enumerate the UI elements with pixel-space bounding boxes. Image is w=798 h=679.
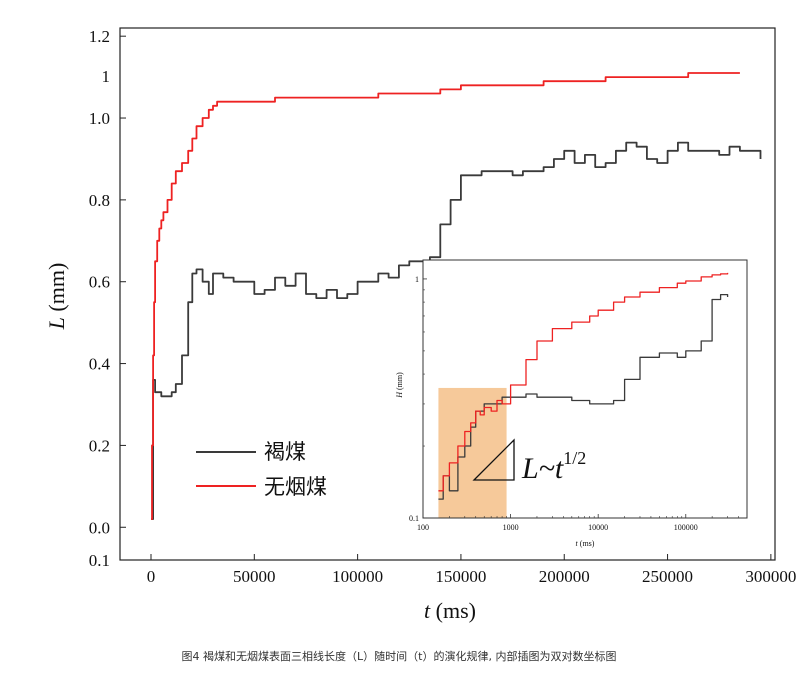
inset-series-line-anthracite <box>438 272 729 492</box>
inset-y-tick-label: 0.1 <box>409 514 419 523</box>
slope-annotation: L~t1/2 <box>521 448 586 485</box>
series-line-anthracite <box>151 72 740 520</box>
x-tick-label: 300000 <box>745 567 796 586</box>
main-chart: 0 50000 100000 150000 200000 250000 300000 0.0 0… <box>44 27 797 623</box>
x-tick-label: 250000 <box>642 567 693 586</box>
x-axis-label: t (ms) <box>424 598 476 623</box>
inset-x-axis-label: t (ms) <box>576 539 595 548</box>
y-tick-label: 0.2 <box>89 436 110 455</box>
x-tick-label: 50000 <box>233 567 276 586</box>
series-line-lignite <box>151 141 762 520</box>
inset-lines <box>438 272 729 500</box>
main-lines <box>151 72 762 520</box>
legend: 褐煤 无烟煤 <box>196 440 327 499</box>
y-tick-label: 0.8 <box>89 191 110 210</box>
x-tick-label: 150000 <box>435 567 486 586</box>
legend-label-anthracite: 无烟煤 <box>264 475 327 499</box>
legend-label-lignite: 褐煤 <box>264 440 306 464</box>
y-tick-label: 0.0 <box>89 518 110 537</box>
inset-shaded-region <box>438 387 507 518</box>
inset-plot-frame <box>422 259 748 519</box>
inset-series-line-lignite <box>438 293 729 500</box>
main-plot-frame <box>119 27 776 561</box>
inset-x-tick-label: 10000 <box>588 523 608 532</box>
x-tick-label: 0 <box>147 567 156 586</box>
inset-x-tick-label: 100 <box>417 523 429 532</box>
y-tick-label: 0.4 <box>89 355 111 374</box>
slope-triangle <box>472 438 515 481</box>
y-tick-label: 1.2 <box>89 27 110 46</box>
y-tick-label: 1.0 <box>89 109 110 128</box>
y-axis-label: L (mm) <box>44 263 69 331</box>
y-tick-label-extra: 0.1 <box>89 551 110 570</box>
main-ticks: 0 50000 100000 150000 200000 250000 300000 0.0 0… <box>89 27 797 586</box>
x-tick-label: 200000 <box>539 567 590 586</box>
x-tick-label: 100000 <box>332 567 383 586</box>
figure-caption: 图4 褐煤和无烟煤表面三相线长度（L）随时间（t）的演化规律, 内部插图为双对数… <box>181 650 617 663</box>
inset-chart: 100 1000 10000 100000 0.1 1 L~t1/2 t (ms) H (… <box>395 259 748 548</box>
y-tick-label: 0.6 <box>89 273 110 292</box>
inset-y-tick-label: 1 <box>415 275 419 284</box>
inset-y-axis-label: H (mm) <box>395 372 404 399</box>
inset-ticks: 100 1000 10000 100000 0.1 1 <box>409 275 739 532</box>
inset-x-tick-label: 1000 <box>503 523 519 532</box>
y-tick-label-extra: 1 <box>102 67 111 86</box>
inset-x-tick-label: 100000 <box>674 523 698 532</box>
